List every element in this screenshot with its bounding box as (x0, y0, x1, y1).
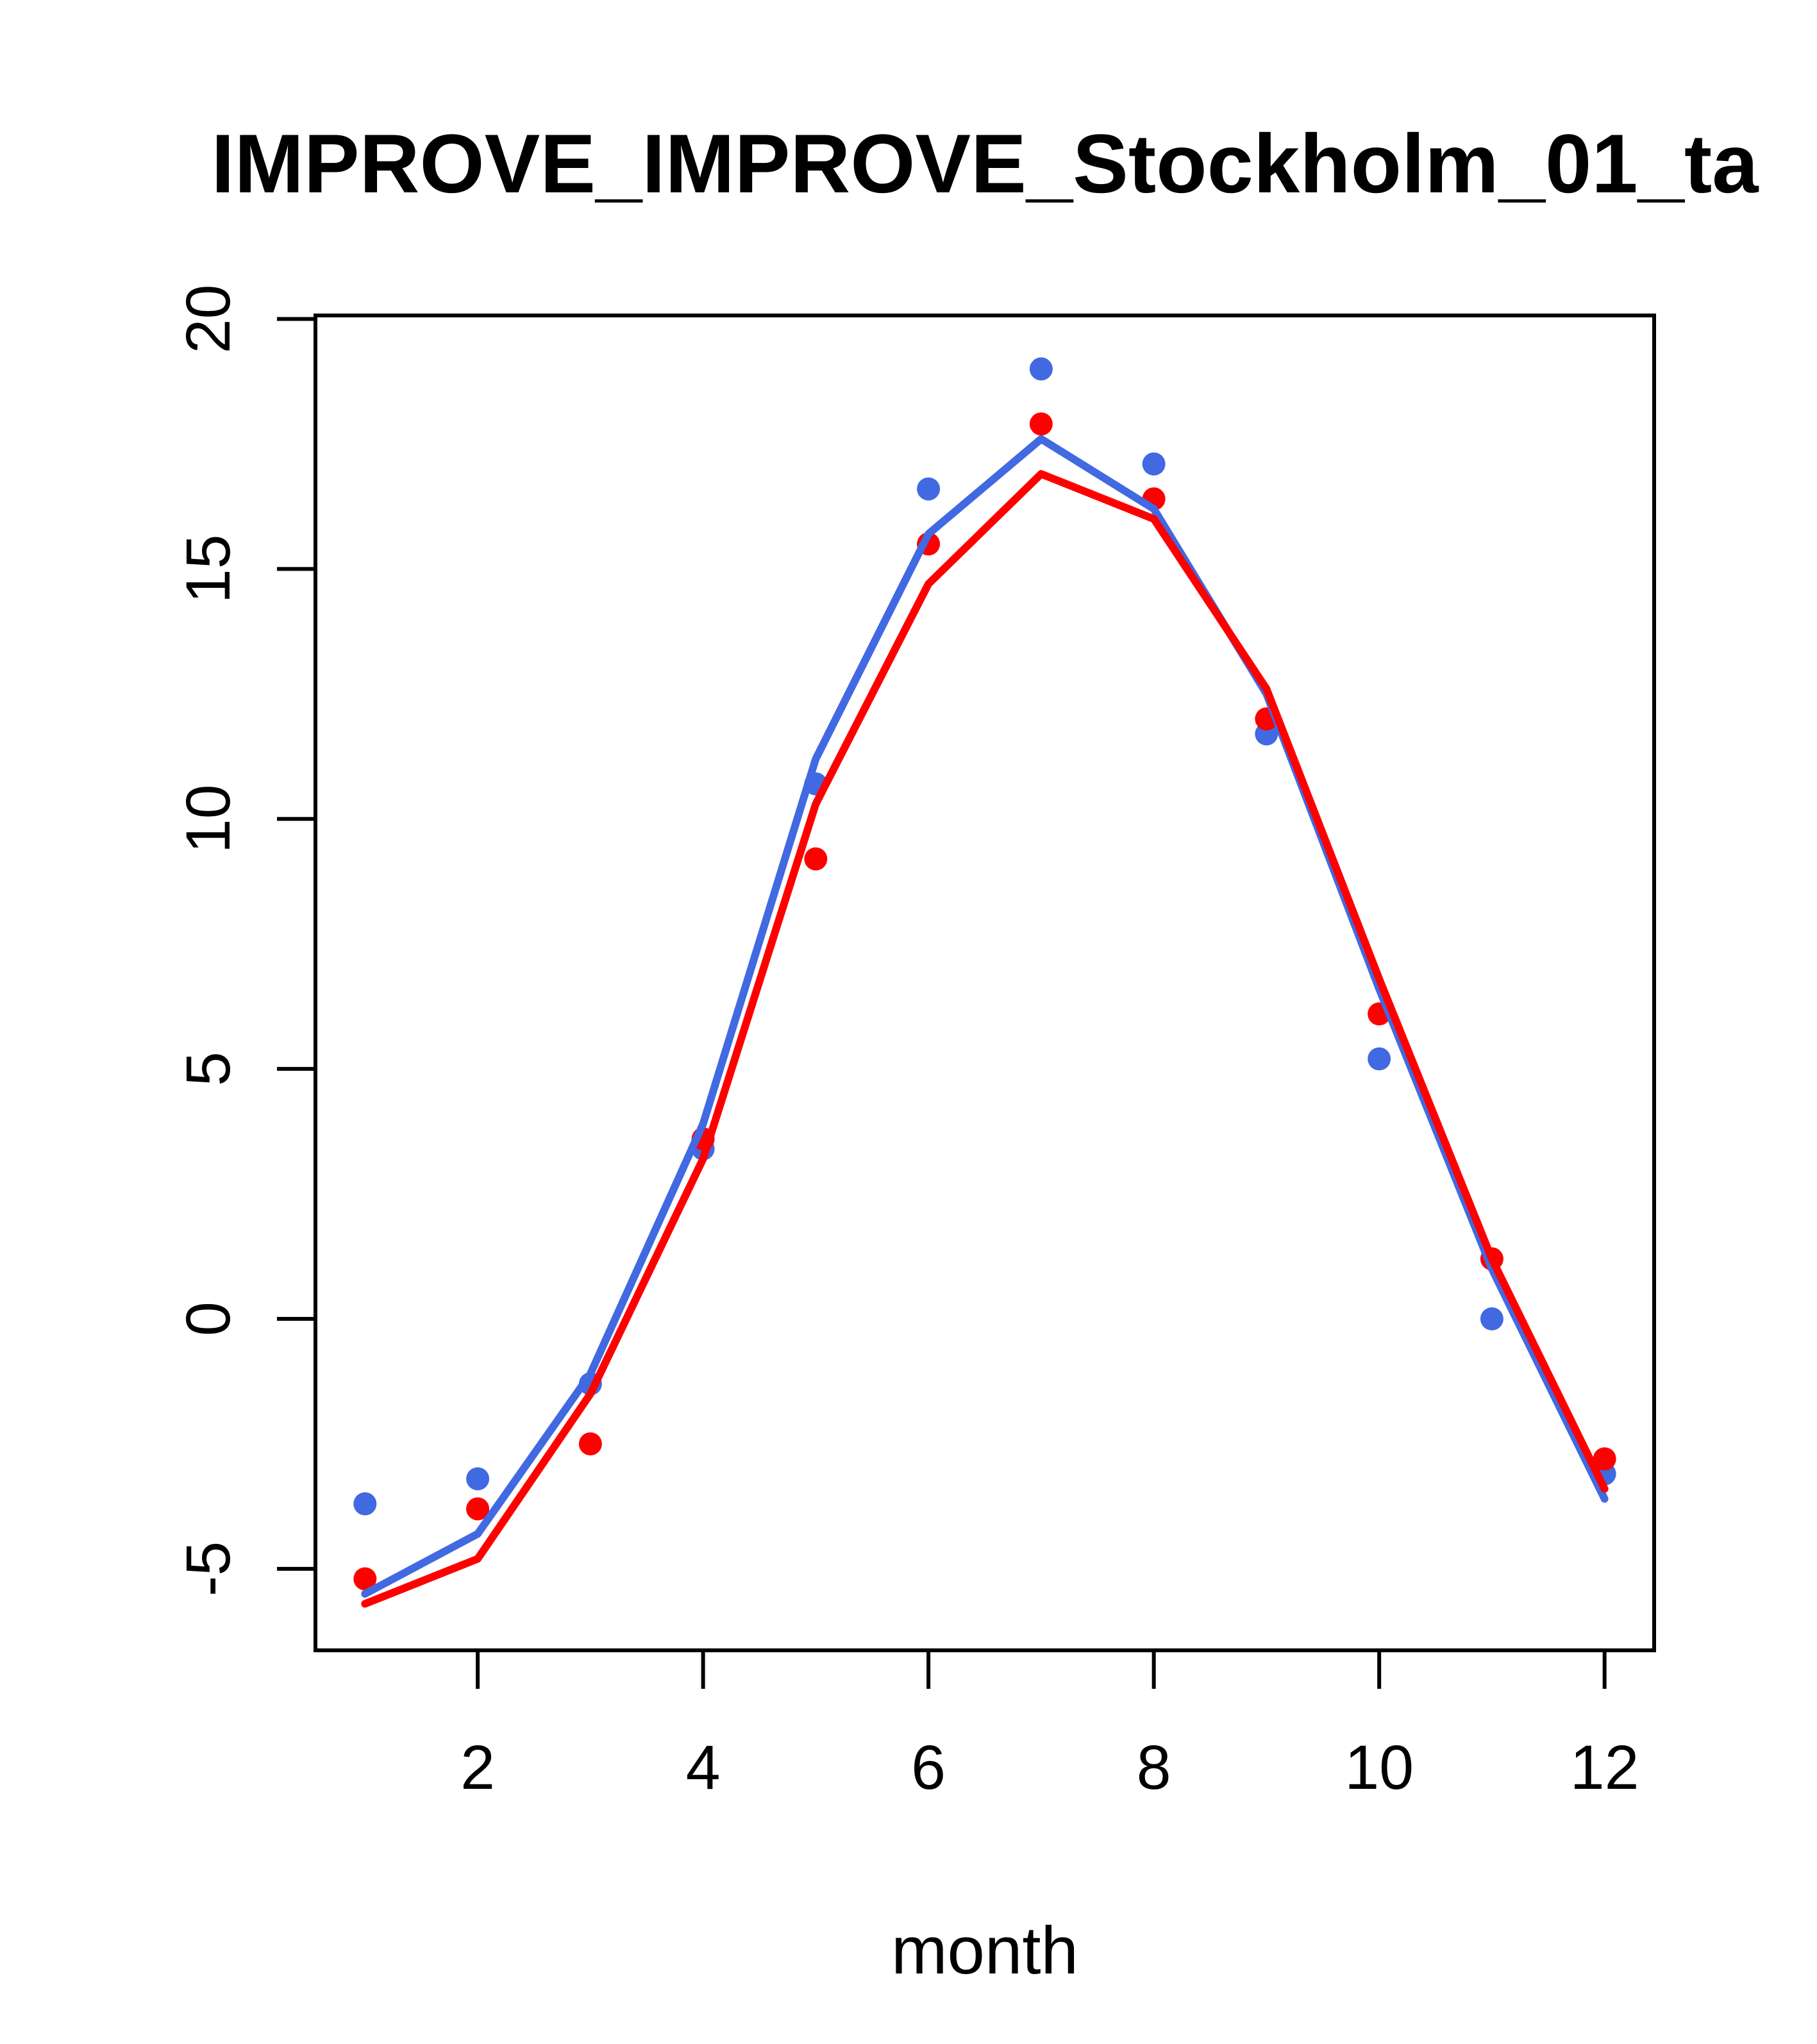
y-tick-label: 10 (173, 784, 243, 853)
data-point-blue-points (1368, 1047, 1391, 1071)
x-tick-label: 8 (1137, 1732, 1171, 1802)
data-point-blue-points (353, 1492, 377, 1516)
data-line-red-line (361, 470, 1609, 1608)
data-line-blue-line (361, 435, 1609, 1598)
y-tick-label: 0 (173, 1302, 243, 1336)
data-point-blue-points (466, 1467, 490, 1491)
data-point-blue-points (1029, 357, 1053, 381)
x-tick-label: 2 (460, 1732, 495, 1802)
x-axis: 2 4 6 8 10 12 (460, 1650, 1639, 1802)
x-axis-label: month (891, 1913, 1078, 1988)
data-point-red-points (1029, 412, 1053, 436)
data-point-red-points (578, 1432, 602, 1455)
data-point-red-points (1593, 1447, 1616, 1471)
x-tick-label: 10 (1344, 1732, 1414, 1802)
data-point-blue-points (1142, 452, 1166, 476)
data-series (353, 357, 1616, 1608)
y-tick-label: -5 (173, 1541, 243, 1596)
y-tick-label: 15 (173, 534, 243, 603)
data-point-red-points (466, 1497, 490, 1521)
data-point-blue-points (917, 477, 941, 501)
plot-box (314, 314, 1656, 1652)
chart-title: IMPROVE_IMPROVE_Stockholm_01_ta (212, 117, 1760, 210)
y-axis: -5 0 5 10 15 20 (173, 285, 315, 1596)
x-tick-label: 12 (1570, 1732, 1639, 1802)
y-tick-label: 20 (173, 285, 243, 354)
y-tick-label: 5 (173, 1051, 243, 1086)
data-point-blue-points (1480, 1307, 1503, 1331)
data-point-red-points (353, 1567, 377, 1591)
x-tick-label: 6 (911, 1732, 946, 1802)
data-point-red-points (804, 847, 828, 871)
plot-box-border (314, 314, 1656, 1652)
x-tick-label: 4 (686, 1732, 721, 1802)
